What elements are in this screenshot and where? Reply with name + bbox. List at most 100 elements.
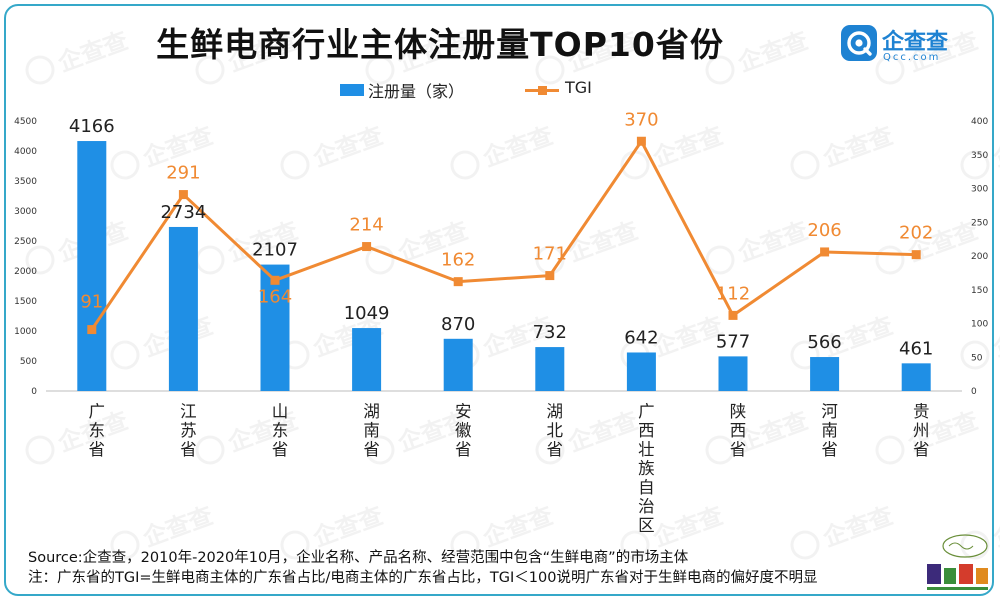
watermark-text: 企查查 bbox=[989, 501, 1000, 552]
x-tick-char: 南 bbox=[821, 421, 838, 440]
tgi-point-2 bbox=[178, 190, 188, 200]
y-right-tick-label: 250 bbox=[971, 218, 988, 228]
y-left-tick-label: 3000 bbox=[14, 207, 37, 217]
watermark-logo: 企查查 bbox=[960, 501, 1000, 560]
x-tick-char: 省 bbox=[547, 440, 564, 459]
y-right-tick-label: 350 bbox=[971, 151, 988, 161]
x-tick-char: 广 bbox=[89, 402, 106, 421]
x-tick-char: 省 bbox=[180, 440, 197, 459]
x-tick-char: 贵 bbox=[913, 402, 930, 421]
bar-7 bbox=[626, 352, 656, 391]
watermark-text: 企查查 bbox=[479, 501, 556, 552]
bar-4 bbox=[352, 328, 382, 391]
y-left-tick-label: 0 bbox=[31, 387, 37, 397]
watermark-icon bbox=[110, 340, 140, 370]
watermark-icon bbox=[195, 435, 225, 465]
x-tick-label: 陕西省 bbox=[730, 402, 747, 459]
watermark-icon bbox=[705, 55, 735, 85]
tgi-line bbox=[90, 139, 917, 331]
watermark-icon bbox=[195, 55, 225, 85]
x-tick-label: 湖南省 bbox=[363, 402, 380, 459]
tgi-value-label: 291 bbox=[166, 163, 200, 184]
x-tick-char: 西 bbox=[638, 421, 655, 440]
x-tick-char: 壮 bbox=[638, 440, 655, 459]
tgi-point-6 bbox=[545, 271, 555, 281]
y-right-tick-label: 200 bbox=[971, 252, 988, 262]
x-tick-char: 省 bbox=[272, 440, 289, 459]
watermark-icon bbox=[960, 150, 990, 180]
watermark-logo: 企查查 bbox=[705, 216, 812, 275]
x-tick-char: 省 bbox=[363, 440, 380, 459]
x-tick-char: 湖 bbox=[547, 402, 564, 421]
x-tick-char: 广 bbox=[638, 402, 655, 421]
bar-3 bbox=[260, 264, 290, 391]
y-right-tick-label: 400 bbox=[971, 117, 988, 127]
tgi-value-label: 202 bbox=[899, 223, 933, 244]
x-tick-char: 省 bbox=[913, 440, 930, 459]
x-tick-char: 省 bbox=[89, 440, 106, 459]
x-tick-char: 族 bbox=[638, 459, 655, 478]
x-tick-label: 广西壮族自治区 bbox=[638, 402, 655, 535]
bar-value-label: 2107 bbox=[252, 240, 298, 261]
tgi-point-8 bbox=[728, 310, 738, 320]
legend-line-marker bbox=[538, 86, 547, 95]
tgi-value-label: 162 bbox=[441, 250, 475, 271]
x-tick-char: 西 bbox=[730, 421, 747, 440]
watermark-logo: 企查查 bbox=[25, 406, 132, 465]
x-tick-char: 省 bbox=[730, 440, 747, 459]
footnotes: Source:企查查，2010年-2020年10月，企业名称、产品名称、经营范围… bbox=[28, 548, 958, 588]
watermark-logo: 企查查 bbox=[450, 121, 557, 180]
y-left-tick-label: 1000 bbox=[14, 327, 37, 337]
watermark-icon bbox=[25, 435, 55, 465]
tgi-point-4 bbox=[362, 242, 372, 252]
watermark-icon bbox=[280, 530, 310, 560]
x-tick-label: 广东省 bbox=[89, 402, 106, 459]
tgi-point-1 bbox=[87, 325, 97, 335]
footnote-source: Source:企查查，2010年-2020年10月，企业名称、产品名称、经营范围… bbox=[28, 550, 689, 566]
bar-9 bbox=[810, 357, 840, 391]
watermark-icon bbox=[450, 150, 480, 180]
bar-value-label: 642 bbox=[624, 327, 658, 348]
bar-10 bbox=[901, 363, 931, 391]
y-left-tick-label: 500 bbox=[20, 357, 37, 367]
qcc-logo-icon bbox=[841, 25, 877, 61]
x-tick-label: 山东省 bbox=[272, 402, 289, 459]
y-right-tick-label: 100 bbox=[971, 320, 988, 330]
x-tick-label: 河南省 bbox=[821, 402, 838, 459]
watermark-icon bbox=[875, 435, 905, 465]
chart-legend: 注册量（家） TGI bbox=[340, 78, 700, 102]
watermark-icon bbox=[365, 55, 395, 85]
watermark-icon bbox=[110, 150, 140, 180]
watermark-text: 企查查 bbox=[564, 216, 641, 267]
watermark-logo: 企查查 bbox=[280, 121, 387, 180]
watermark-text: 企查查 bbox=[649, 121, 726, 172]
brand-name: 企查查 bbox=[882, 30, 949, 55]
y-left-tick-label: 4000 bbox=[14, 147, 37, 157]
x-tick-char: 湖 bbox=[363, 402, 380, 421]
watermark-text: 企查查 bbox=[989, 121, 1000, 172]
watermark-icon bbox=[875, 245, 905, 275]
x-tick-label: 贵州省 bbox=[913, 402, 930, 459]
bar-value-label: 2734 bbox=[160, 202, 206, 223]
x-tick-label: 湖北省 bbox=[547, 402, 564, 459]
watermark-icon bbox=[25, 55, 55, 85]
x-tick-char: 徽 bbox=[455, 421, 472, 440]
legend-bar-swatch bbox=[340, 84, 364, 96]
watermark-icon bbox=[25, 245, 55, 275]
y-right-tick-label: 0 bbox=[971, 387, 977, 397]
watermark-icon bbox=[620, 530, 650, 560]
x-tick-label: 江苏省 bbox=[180, 402, 197, 459]
y-left-tick-label: 2000 bbox=[14, 267, 37, 277]
watermark-icon bbox=[450, 530, 480, 560]
watermark-text: 企查查 bbox=[819, 501, 896, 552]
y-right-tick-label: 50 bbox=[971, 353, 983, 363]
watermark-text: 企查查 bbox=[479, 121, 556, 172]
watermark-logo: 企查查 bbox=[790, 311, 897, 370]
y-left-tick-label: 2500 bbox=[14, 237, 37, 247]
x-tick-char: 河 bbox=[821, 402, 838, 421]
bar-value-label: 577 bbox=[716, 331, 750, 352]
bar-value-label: 566 bbox=[807, 332, 841, 353]
tgi-value-label: 112 bbox=[716, 283, 750, 304]
watermark-text: 企查查 bbox=[564, 406, 641, 457]
